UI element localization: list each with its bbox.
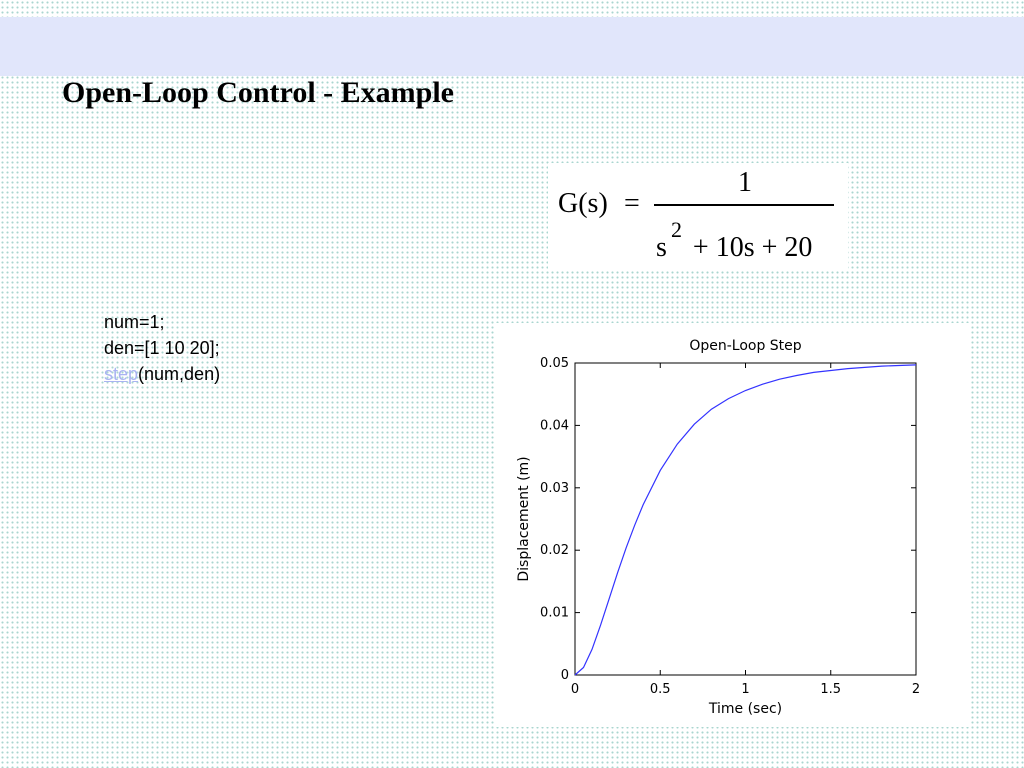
y-tick-label: 0.03 bbox=[540, 481, 569, 496]
step-link[interactable]: step bbox=[104, 364, 139, 384]
slide-title: Open-Loop Control - Example bbox=[62, 76, 454, 109]
x-axis-label: Time (sec) bbox=[708, 701, 782, 717]
matlab-code: num=1; den=[1 10 20]; step(num,den) bbox=[104, 309, 220, 387]
y-tick-label: 0.04 bbox=[540, 418, 569, 433]
y-tick-label: 0.02 bbox=[540, 543, 569, 558]
y-axis-label: Displacement (m) bbox=[516, 456, 532, 581]
chart-svg: 0 0.5 1 1.5 2 0 0.01 0.02 0.03 0.04 0.05 Open-Loop … bbox=[516, 338, 920, 717]
step-response-plot: 0 0.5 1 1.5 2 0 0.01 0.02 0.03 0.04 0.05 Open-Loop … bbox=[495, 323, 969, 727]
y-tick-label: 0.05 bbox=[540, 356, 569, 371]
x-tick-label: 1 bbox=[741, 682, 749, 697]
code-line-3-args: (num,den) bbox=[138, 364, 221, 384]
denominator-rest: + 10s + 20 bbox=[692, 232, 813, 263]
chart-title: Open-Loop Step bbox=[689, 338, 801, 354]
equation-lhs: G(s) bbox=[558, 188, 608, 219]
x-tick-label: 2 bbox=[912, 682, 920, 697]
equation-exponent: 2 bbox=[671, 217, 682, 242]
denominator-s: s bbox=[656, 232, 667, 263]
equation-equals: = bbox=[624, 188, 640, 219]
plot-axes-box bbox=[574, 362, 917, 676]
code-line-1: num=1; bbox=[104, 312, 165, 332]
header-band bbox=[0, 17, 1024, 76]
code-line-3: step(num,den) bbox=[104, 361, 220, 387]
transfer-function-equation: G(s) = 1 2 s + 10s + 20 bbox=[548, 163, 848, 271]
y-tick-label: 0 bbox=[561, 668, 569, 683]
y-tick-label: 0.01 bbox=[540, 606, 569, 621]
code-line-2: den=[1 10 20]; bbox=[104, 338, 220, 358]
step-response-line bbox=[574, 364, 917, 676]
x-tick-label: 0 bbox=[571, 682, 579, 697]
equation-denominator: s + 10s + 20 bbox=[656, 232, 812, 264]
fraction-bar bbox=[654, 204, 834, 206]
x-tick-label: 1.5 bbox=[820, 682, 841, 697]
equation-numerator: 1 bbox=[738, 167, 752, 198]
x-tick-label: 0.5 bbox=[650, 682, 671, 697]
